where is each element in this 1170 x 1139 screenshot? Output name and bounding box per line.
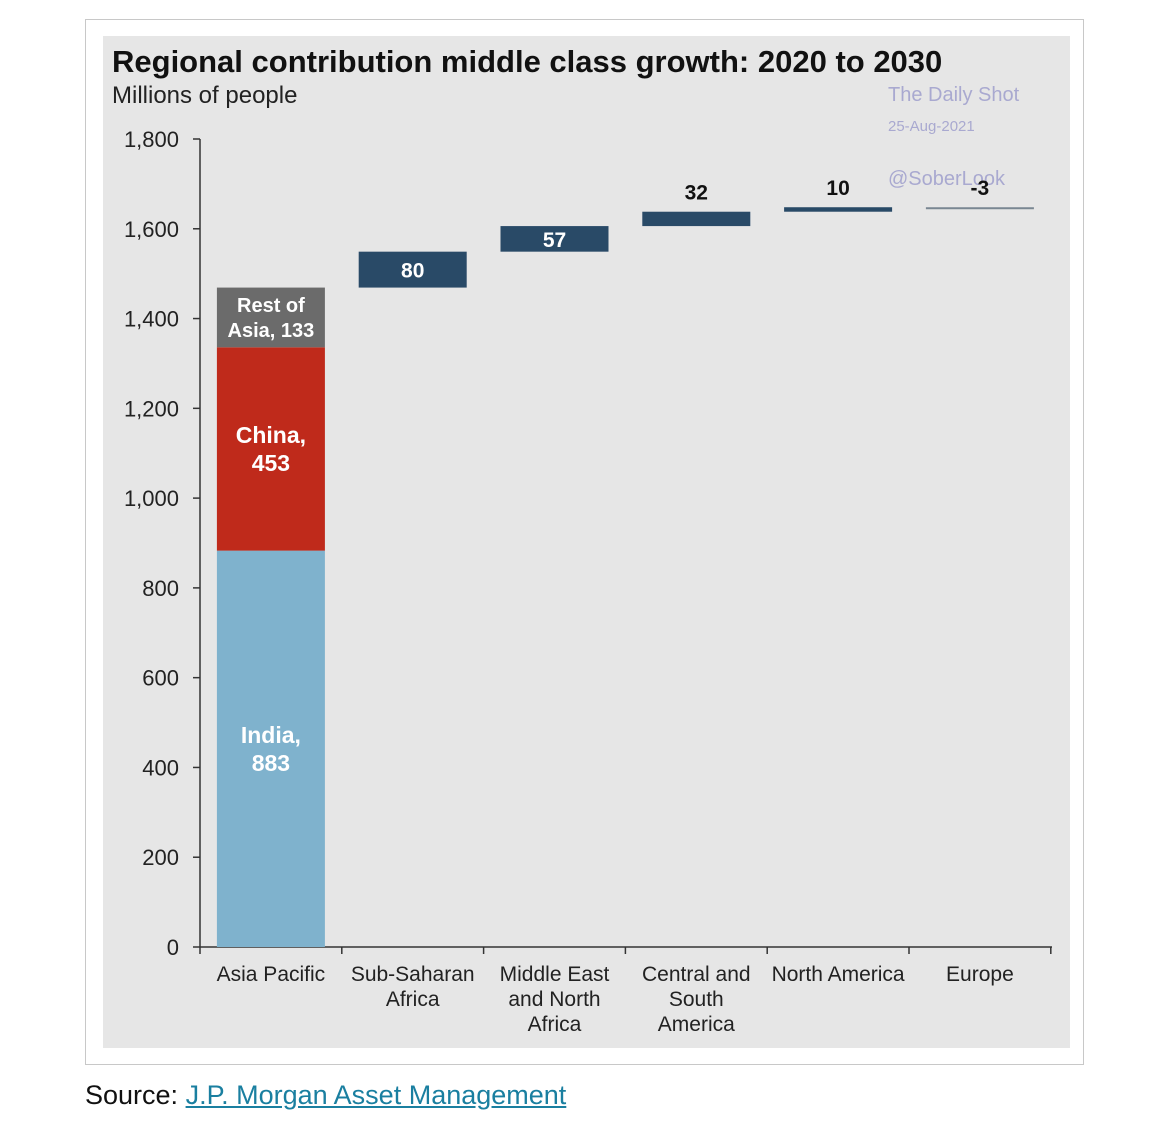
india-segment <box>216 550 325 947</box>
increment-bar <box>642 211 751 227</box>
y-tick-label: 1,200 <box>124 396 179 421</box>
chart-title: Regional contribution middle class growt… <box>112 44 943 79</box>
increment-label: 10 <box>826 177 849 200</box>
y-tick-label: 1,400 <box>124 307 179 332</box>
x-category-label: Central and South America <box>642 963 751 1036</box>
source-line: Source: J.P. Morgan Asset Management <box>85 1080 566 1111</box>
source-link[interactable]: J.P. Morgan Asset Management <box>185 1080 567 1110</box>
y-tick-label: 1,000 <box>124 486 179 511</box>
india-segment-label: India, 883 <box>241 722 301 776</box>
y-tick-label: 200 <box>142 845 179 870</box>
increment-bar <box>500 226 609 252</box>
watermark-handle: @SoberLook <box>888 168 1006 190</box>
rest-of-asia-segment <box>216 287 325 348</box>
y-tick-label: 800 <box>142 576 179 601</box>
x-category-label: Asia Pacific <box>217 963 326 986</box>
x-category-label: Europe <box>946 963 1014 986</box>
increment-bar <box>358 251 467 288</box>
x-category-label: North America <box>772 963 905 986</box>
watermark-date: 25-Aug-2021 <box>888 118 975 135</box>
increment-label: 80 <box>401 260 424 283</box>
x-category-label: Middle East and North Africa <box>500 963 610 1036</box>
y-tick-label: 0 <box>167 935 179 960</box>
x-category-label: Sub-Saharan Africa <box>351 963 475 1011</box>
y-tick-label: 600 <box>142 666 179 691</box>
increment-bar <box>784 207 893 212</box>
chart-subtitle: Millions of people <box>112 82 298 109</box>
increment-label: -3 <box>971 177 990 200</box>
watermark-source: The Daily Shot <box>888 84 1020 106</box>
increment-label: 57 <box>543 229 566 252</box>
increment-bar <box>925 207 1034 210</box>
increment-label: 32 <box>685 182 708 205</box>
rest-of-asia-segment-label: Rest of Asia, 133 <box>228 295 315 342</box>
china-segment <box>216 347 325 551</box>
y-tick-label: 1,600 <box>124 217 179 242</box>
china-segment-label: China, 453 <box>236 422 306 476</box>
source-prefix: Source: <box>85 1080 179 1110</box>
y-tick-label: 1,800 <box>124 127 179 152</box>
y-tick-label: 400 <box>142 755 179 780</box>
